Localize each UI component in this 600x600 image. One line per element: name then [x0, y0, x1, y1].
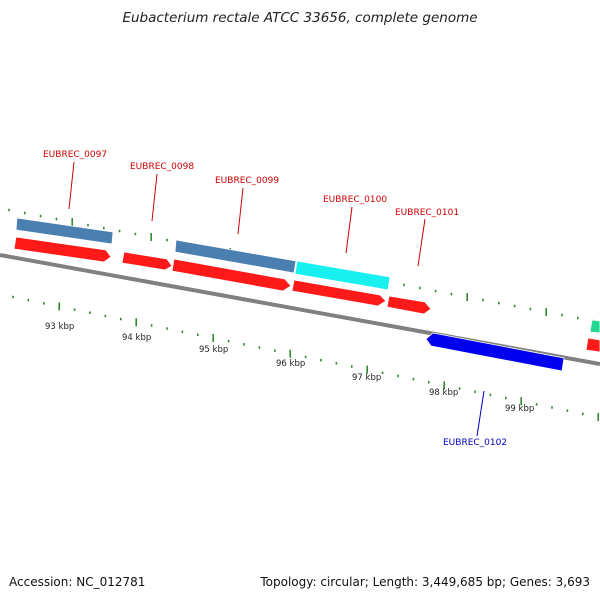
- gene-feature-bar[interactable]: [589, 319, 600, 334]
- label-leader: [476, 390, 485, 437]
- cds-arrow[interactable]: [585, 337, 600, 353]
- label-leader: [68, 161, 75, 210]
- map-title: Eubacterium rectale ATCC 33656, complete…: [122, 10, 478, 26]
- lower-scale-track: [12, 295, 600, 421]
- scale-label: 98 kbp: [429, 388, 458, 398]
- forward-cds-track: [13, 236, 600, 353]
- scale-label: 95 kbp: [199, 345, 228, 355]
- cds-arrow[interactable]: [13, 236, 112, 263]
- scale-label: 99 kbp: [505, 404, 534, 414]
- reverse-cds-track: [425, 332, 565, 372]
- cds-arrow[interactable]: [171, 258, 292, 292]
- gene-label[interactable]: EUBREC_0099: [215, 176, 279, 186]
- gene-feature-track: [15, 217, 600, 334]
- cds-arrow[interactable]: [291, 279, 387, 307]
- gene-label[interactable]: EUBREC_0098: [130, 162, 194, 172]
- scale-label: 94 kbp: [122, 333, 151, 343]
- gene-label[interactable]: EUBREC_0101: [395, 208, 459, 218]
- scale-label: 97 kbp: [352, 373, 381, 383]
- gene-labels: EUBREC_0097 EUBREC_0098 EUBREC_0099 EUBR…: [43, 150, 507, 448]
- accession-text: Accession: NC_012781: [9, 575, 146, 589]
- scale-labels: 93 kbp 94 kbp 95 kbp 96 kbp 97 kbp 98 kb…: [45, 322, 534, 414]
- label-leader: [417, 218, 426, 267]
- cds-arrow[interactable]: [386, 295, 432, 315]
- label-leader: [151, 173, 158, 222]
- label-leader: [345, 206, 353, 254]
- gene-label[interactable]: EUBREC_0100: [323, 195, 387, 205]
- cds-arrow-reverse[interactable]: [425, 332, 565, 372]
- gene-label[interactable]: EUBREC_0102: [443, 438, 507, 448]
- scale-label: 96 kbp: [276, 359, 305, 369]
- gene-label[interactable]: EUBREC_0097: [43, 150, 107, 160]
- gene-label-leaders: [68, 161, 485, 437]
- cds-arrow[interactable]: [121, 251, 173, 271]
- gene-feature-bar[interactable]: [174, 239, 297, 274]
- gene-feature-bar[interactable]: [294, 260, 391, 291]
- label-leader: [237, 187, 244, 235]
- scale-label: 93 kbp: [45, 322, 74, 332]
- gene-feature-bar[interactable]: [15, 217, 114, 245]
- genome-info-text: Topology: circular; Length: 3,449,685 bp…: [260, 575, 590, 589]
